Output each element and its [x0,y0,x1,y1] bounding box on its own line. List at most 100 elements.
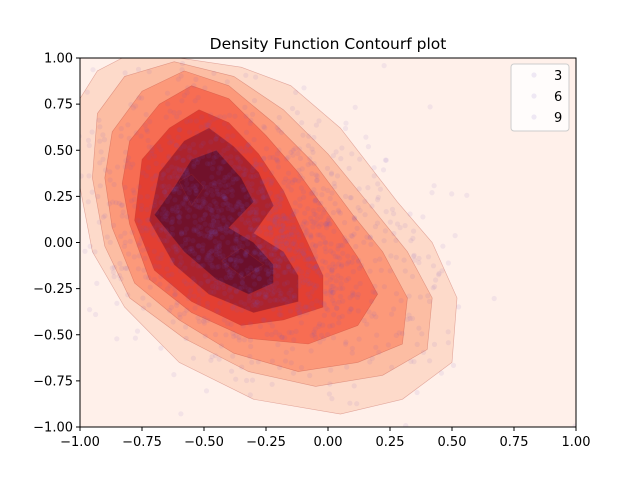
scatter-point [304,228,310,234]
scatter-point [208,234,214,240]
scatter-point [210,159,216,166]
scatter-point [353,243,359,250]
scatter-point [370,289,376,295]
scatter-point [267,282,273,288]
scatter-point [125,155,132,161]
scatter-point [433,277,439,283]
scatter-point [286,329,292,335]
scatter-point [331,228,337,234]
scatter-point [85,199,91,205]
scatter-point [31,271,36,276]
scatter-point [250,302,256,308]
scatter-point [202,333,208,339]
scatter-point [164,210,170,216]
scatter-point [272,297,278,303]
scatter-point [214,213,220,220]
scatter-point [348,306,354,312]
scatter-point [192,98,198,104]
scatter-point [290,258,296,264]
scatter-point [172,197,178,203]
scatter-point [208,257,214,263]
scatter-point [163,192,169,198]
scatter-point [346,259,352,265]
scatter-point [245,180,251,186]
scatter-point [367,268,373,274]
scatter-point [142,122,148,128]
scatter-point [234,227,240,234]
scatter-point [307,280,313,286]
scatter-point [182,236,188,243]
scatter-point [430,285,436,291]
scatter-point [220,253,226,259]
scatter-point [307,372,313,379]
scatter-point [66,227,71,232]
scatter-point [275,263,281,269]
scatter-point [177,127,183,133]
scatter-point [270,291,276,297]
scatter-point [278,290,284,296]
scatter-point [236,165,242,172]
scatter-point [213,231,219,237]
scatter-point [235,255,241,261]
scatter-point [166,155,172,161]
scatter-point [178,73,184,79]
scatter-point [71,221,76,226]
scatter-point [204,205,210,211]
scatter-point [182,248,188,254]
scatter-point [313,122,319,128]
scatter-point [242,250,248,257]
scatter-point [201,198,207,204]
scatter-point [144,193,150,200]
scatter-point [322,288,328,295]
scatter-point [190,276,196,282]
scatter-point [245,234,251,240]
y-tick-label: 1.00 [44,52,73,67]
scatter-point [361,317,367,324]
scatter-point [381,238,387,244]
scatter-point [163,209,169,215]
scatter-point [272,247,278,253]
scatter-point [230,179,236,186]
scatter-point [411,253,417,259]
scatter-point [111,222,117,228]
y-tick-label: −1.00 [33,421,73,436]
scatter-point [254,299,260,305]
scatter-point [160,172,166,178]
scatter-point [292,242,299,248]
scatter-point [244,249,250,255]
scatter-point [296,167,302,173]
scatter-point [248,117,254,123]
scatter-point [137,224,143,230]
scatter-point [279,250,285,256]
scatter-point [311,331,317,337]
scatter-point [276,147,282,153]
scatter-point [450,362,457,368]
scatter-point [196,231,202,238]
scatter-point [212,238,218,245]
scatter-point [274,239,280,245]
scatter-point [120,209,126,215]
scatter-point [393,332,399,338]
scatter-point [311,219,317,226]
scatter-point [265,268,271,274]
scatter-point [355,205,361,211]
scatter-point [335,273,341,279]
scatter-point [161,171,167,177]
y-tick-label: 0.50 [44,144,73,159]
scatter-point [181,278,187,284]
scatter-point [218,277,224,283]
scatter-point [288,149,294,155]
scatter-point [181,201,187,207]
scatter-point [311,282,317,288]
scatter-point [204,125,210,131]
scatter-point [224,228,230,234]
scatter-point [279,297,285,303]
scatter-point [184,90,190,96]
scatter-point [216,285,222,291]
scatter-point [139,95,145,101]
scatter-point [268,252,274,258]
scatter-point [345,253,351,259]
scatter-point [321,302,327,308]
scatter-point [300,279,306,286]
scatter-point [159,211,165,217]
